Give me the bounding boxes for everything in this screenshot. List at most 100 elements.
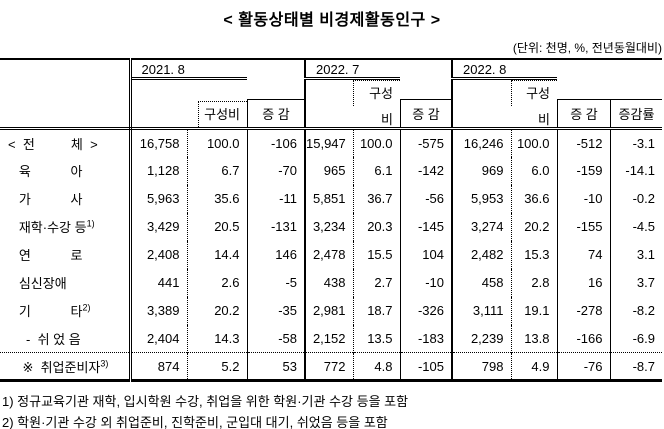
row-label: ※ 취업준비자3) (0, 352, 132, 381)
table-row: ※ 취업준비자3) 874 5.2 53 772 4.8 -105 798 4.9 -76 -8.7 (0, 352, 662, 381)
period-header-row: 2021. 8 증 감 2022. 7 증 감 2022. 8 증 감 증감률 (0, 59, 662, 130)
footnote-1: 1) 정규교육기관 재학, 입시학원 수강, 취업을 위한 학원·기관 수강 등… (2, 394, 409, 409)
value-cell: 772 (304, 352, 353, 381)
value-cell: 35.6 (186, 184, 247, 213)
value-cell: -76 (556, 352, 610, 381)
value-cell: -56 (399, 184, 452, 213)
value-cell: -166 (556, 324, 610, 353)
table-body: < 전 체 >16,758 100.0 -106 15,947 100.0 -575 16,… (0, 128, 662, 381)
table-row: 연 로 2,408 14.4 146 2,478 15.5 104 2,482 15.3 74 3.… (0, 240, 662, 269)
value-cell: 3.7 (609, 268, 662, 297)
value-cell: 100.0 (510, 128, 557, 157)
value-cell: 458 (451, 268, 511, 297)
footnote-marker: 1) (86, 218, 95, 229)
value-cell: 16,758 (139, 135, 180, 151)
value-cell: 6.0 (510, 156, 557, 185)
value-cell: 20.5 (186, 212, 247, 241)
value-subheader (451, 78, 511, 130)
value-cell: 100.0 (352, 128, 400, 157)
value-cell: -278 (556, 296, 610, 325)
value-cell: 13.8 (510, 324, 557, 353)
value-cell: 20.3 (352, 212, 400, 241)
value-cell: -512 (556, 128, 610, 157)
table-row: 심신장애 441 2.6 -5 438 2.7 -10 458 2.8 16 3.7 (0, 268, 662, 297)
value-cell: 6.7 (186, 156, 247, 185)
value-cell: 74 (556, 240, 610, 269)
value-cell: -8.2 (609, 296, 662, 325)
value-cell: 2,981 (304, 296, 353, 325)
table-row: 기 타2) 3,389 20.2 -35 2,981 18.7 -326 3,111 19.1-… (0, 296, 662, 325)
change-header-2021-8: 증 감 (247, 59, 305, 130)
value-cell: 13.5 (352, 324, 400, 353)
footnote-2: 2) 학원·기관 수강 외 취업준비, 진학준비, 군입대 대기, 쉬었음 등을… (2, 415, 388, 429)
statistics-table: 2021. 8 증 감 2022. 7 증 감 2022. 8 증 감 증감률 (0, 58, 662, 382)
value-subheader (130, 78, 187, 130)
period-header-2022-7: 2022. 7 (304, 59, 400, 80)
value-cell: 2,152 (304, 324, 353, 353)
subheader-row: 구성비 구성비 구성비 (0, 78, 662, 130)
value-cell: 3.1 (609, 240, 662, 269)
value-cell: 6.1 (352, 156, 400, 185)
value-cell: 16,246 (451, 128, 511, 157)
value-cell: -142 (399, 156, 452, 185)
value-cell: -326 (399, 296, 452, 325)
value-cell: 5.2 (186, 352, 247, 381)
value-cell: 14.4 (186, 240, 247, 269)
composition-header-2022-8: 구성비 (511, 78, 557, 130)
change-header-label: 증 감 (557, 99, 610, 127)
value-cell: 2.7 (352, 268, 400, 297)
table-row: 육 아 1,128 6.7 -70 965 6.1 -142 969 6.0 -159 -14.1 (0, 156, 662, 185)
table-row: 가 사 5,963 35.6 -11 5,851 36.7 -56 5,953 36.6 -10-… (0, 184, 662, 213)
footnotes: 1) 정규교육기관 재학, 입시학원 수강, 취업을 위한 학원·기관 수강 등… (0, 391, 664, 429)
composition-header-2022-7: 구성비 (353, 78, 400, 130)
change-header-2022-8: 증 감 (557, 59, 610, 130)
value-cell: 15.5 (352, 240, 400, 269)
value-cell: 3,389 (146, 303, 180, 318)
row-label: 재학·수강 등1) (0, 212, 132, 241)
unit-note: (단위: 천명, %, 전년동월대비) (512, 41, 662, 55)
value-cell: 36.7 (352, 184, 400, 213)
value-cell: -4.5 (609, 212, 662, 241)
period-header-2021-8: 2021. 8 (130, 59, 247, 80)
table-row: < 전 체 >16,758 100.0 -106 15,947 100.0 -575 16,… (0, 128, 662, 157)
value-cell: 2,482 (451, 240, 511, 269)
row-label-header (0, 59, 132, 130)
value-cell: 2,408 (146, 247, 180, 262)
row-label: - 쉬 었 음 (0, 324, 132, 353)
value-cell: 3,429 (146, 219, 180, 234)
value-cell: 19.1 (510, 296, 557, 325)
footnote-marker: 2) (82, 302, 91, 313)
value-cell: -145 (399, 212, 452, 241)
value-cell: 874 (130, 352, 187, 381)
value-cell: -10 (399, 268, 452, 297)
value-cell: -0.2 (609, 184, 662, 213)
value-cell: 5,963 (146, 191, 180, 206)
page-title: < 활동상태별 비경제활동인구 > (223, 12, 441, 29)
value-cell: -155 (556, 212, 610, 241)
composition-header-label: 구성비 (353, 80, 400, 127)
value-cell: 14.3 (186, 324, 247, 353)
period-header-2022-8: 2022. 8 (451, 59, 557, 80)
row-label: 가 사 (0, 184, 132, 213)
value-cell: -35 (246, 296, 305, 325)
change-header-label: 증 감 (400, 99, 451, 127)
value-cell: 2,239 (451, 324, 511, 353)
table-row: - 쉬 었 음 2,404 14.3 -58 2,152 13.5 -183 2,239 13.… (0, 324, 662, 353)
value-cell: 53 (246, 352, 305, 381)
value-cell: 36.6 (510, 184, 557, 213)
value-cell: 104 (399, 240, 452, 269)
value-cell: -8.7 (609, 352, 662, 381)
value-cell: -159 (556, 156, 610, 185)
table-row: 재학·수강 등1) 3,429 20.5 -131 3,234 20.3 -145 3,274… (0, 212, 662, 241)
value-cell: -575 (399, 128, 452, 157)
row-label: 기 타2) (0, 296, 132, 325)
value-cell: 2,404 (146, 330, 180, 346)
value-cell: -6.9 (609, 324, 662, 353)
value-cell: 441 (157, 275, 180, 290)
value-cell: 798 (451, 352, 511, 381)
value-cell: 969 (451, 156, 511, 185)
value-cell: 1,128 (146, 163, 180, 178)
value-cell: 18.7 (352, 296, 400, 325)
value-cell: 146 (246, 240, 305, 269)
